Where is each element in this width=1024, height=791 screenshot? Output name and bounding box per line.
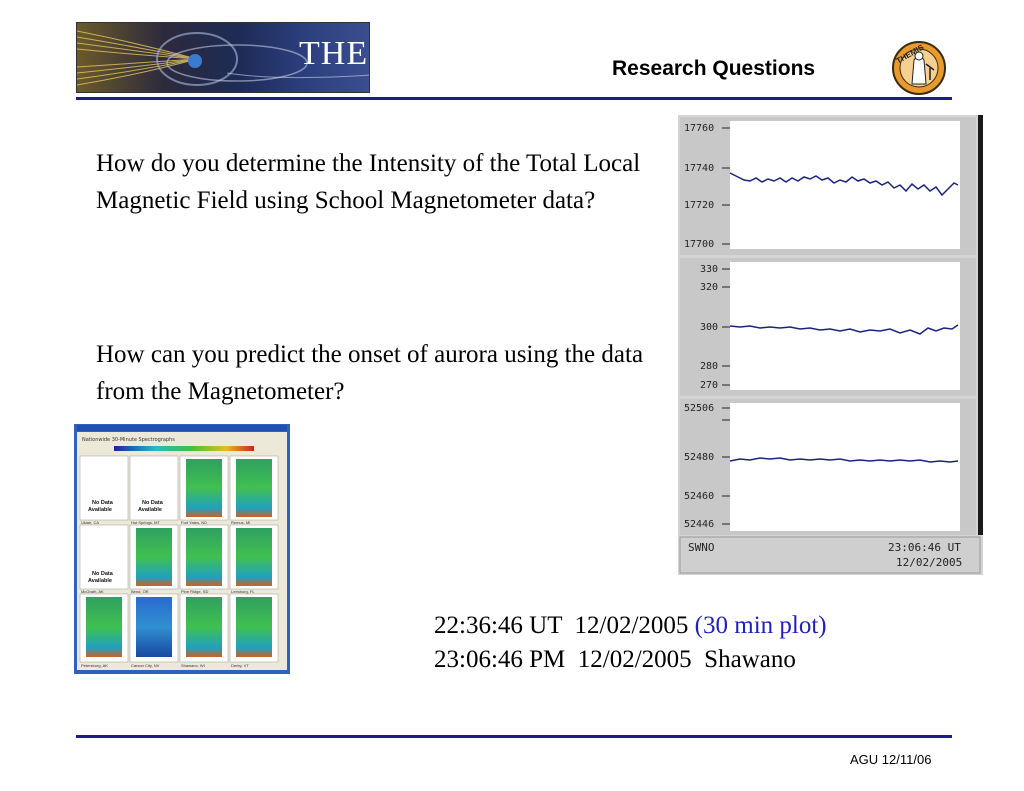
tick-label: 17760 [684,123,714,134]
site-label: Remus, MI [231,520,250,525]
themis-banner-logo: THEMIS [76,22,370,93]
question-1: How do you determine the Intensity of th… [96,150,641,214]
tick-label: 270 [700,380,718,391]
footer-rule [76,735,952,738]
tick-label: 280 [700,361,718,372]
tick-label: 52446 [684,519,714,530]
tick-label: 52506 [684,403,714,414]
caption-line-2: 23:06:46 PM 12/02/2005 Shawano [434,646,796,673]
station-label: SWNO [688,541,715,554]
plot-panel-3: 52506 52480 52460 52446 [680,399,976,535]
site-label: Leesburg, FL [231,589,255,594]
tick-label: 17700 [684,239,714,250]
caption-line-1: 22:36:46 UT 12/02/2005 (30 min plot) [434,609,827,643]
logo-text: THEMIS [299,35,369,72]
header-rule [76,97,952,100]
tick-label: 17720 [684,200,714,211]
question-2: How can you predict the onset of aurora … [96,341,644,405]
spectrograph-screenshot: Nationwide 30-Minute Spectrographs No Da… [74,424,290,674]
tick-label: 52480 [684,452,714,463]
slide-header-title: Research Questions [612,57,816,80]
themis-mission-badge: THEMIS [892,41,946,95]
caption-timestamp: 22:36:46 UT 12/02/2005 [434,612,695,639]
no-data-label: Available [138,507,162,513]
no-data-label: No Data [142,500,164,506]
magnetosphere-graphic [77,30,369,86]
site-label: Petersburg, AK [81,663,108,668]
magnetometer-plot: 17760 17740 17720 17700 330 320 300 280 … [678,115,983,575]
caption-note: (30 min plot) [694,612,827,639]
time-label: 23:06:46 UT [888,541,961,554]
site-label: Hot Springs, MT [131,520,160,525]
tick-label: 17740 [684,163,714,174]
site-label: Ukiah, CA [81,520,99,525]
plot-panel-2: 330 320 300 280 270 [680,258,976,396]
no-data-label: No Data [92,571,114,577]
site-label: Carson City, NV [131,663,160,668]
site-label: Fort Yates, ND [181,520,207,525]
tick-label: 330 [700,264,718,275]
spectrograph-title: Nationwide 30-Minute Spectrographs [82,437,175,443]
site-label: McGrath, AK [81,589,104,594]
site-label: Bend, OR [131,589,149,594]
site-label: Shawano, WI [181,663,205,668]
site-label: Pine Ridge, SD [181,589,208,594]
tick-label: 300 [700,322,718,333]
no-data-label: Available [88,507,112,513]
footer-label: AGU 12/11/06 [850,752,932,767]
tick-label: 320 [700,282,718,293]
plot-panel-1: 17760 17740 17720 17700 [680,117,976,255]
no-data-label: Available [88,578,112,584]
tick-label: 52460 [684,491,714,502]
site-label: Derby, VT [231,663,249,668]
no-data-label: No Data [92,500,114,506]
date-label: 12/02/2005 [896,556,962,569]
